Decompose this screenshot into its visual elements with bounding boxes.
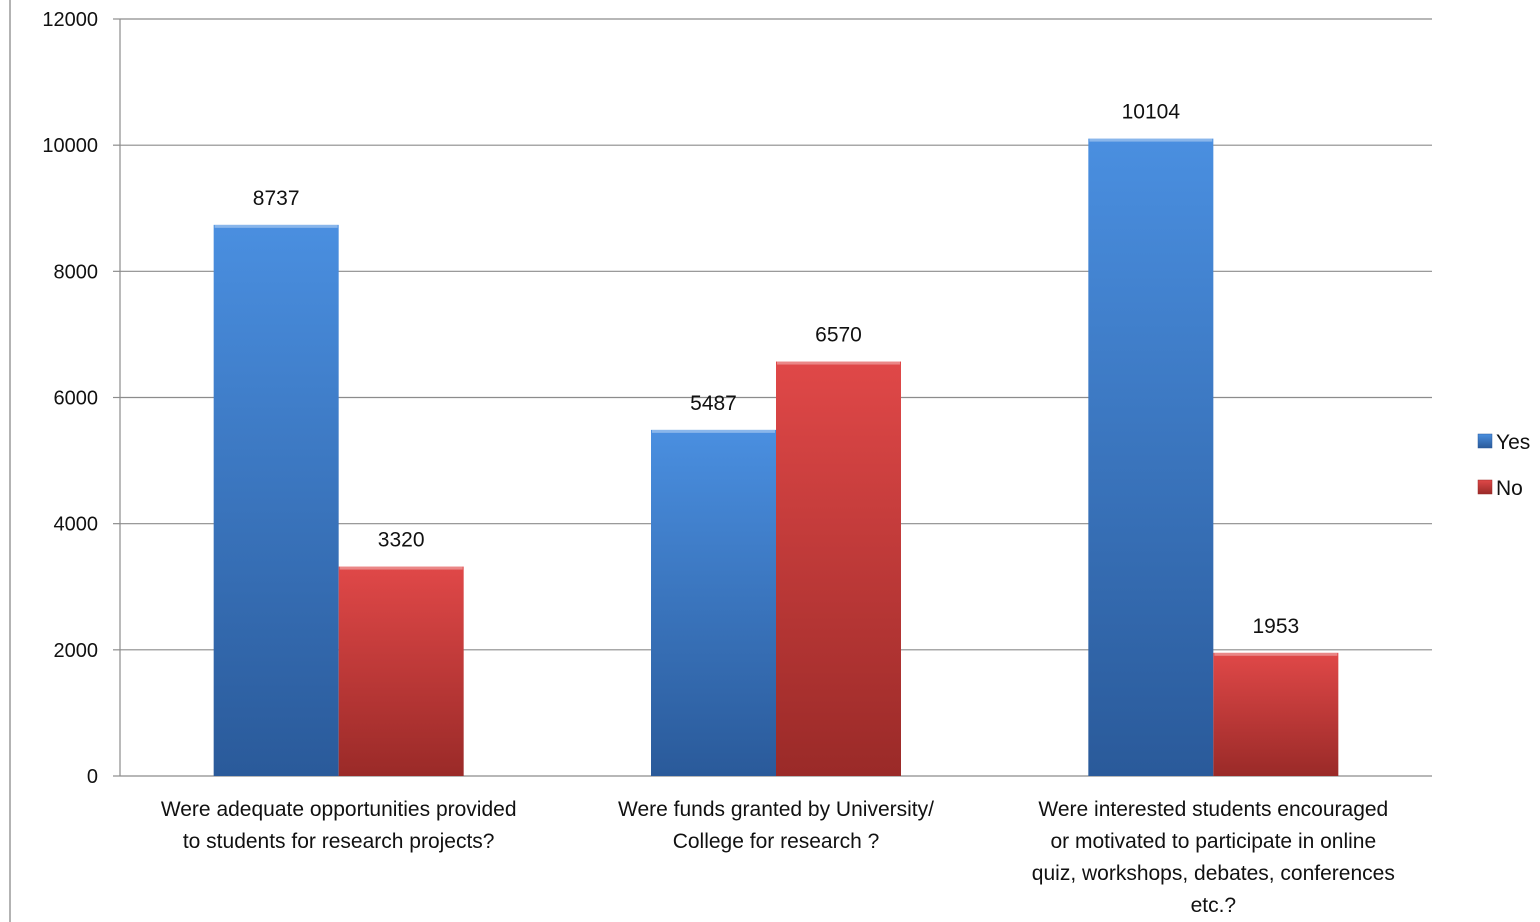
- category-label-2: Were interested students encouraged or mo…: [1032, 798, 1395, 917]
- data-label-yes-2: 10104: [1122, 101, 1181, 124]
- bar-highlight: [339, 566, 463, 570]
- legend-label-no: No: [1496, 477, 1523, 500]
- data-label-no-1: 6570: [815, 324, 862, 347]
- y-tick-label: 4000: [54, 514, 99, 536]
- category-label-line: etc.?: [1191, 894, 1237, 917]
- category-label-1: Were funds granted by University/College…: [618, 798, 934, 853]
- y-tick-label: 12000: [42, 9, 98, 31]
- category-label-line: Were funds granted by University/: [618, 798, 934, 821]
- y-tick-label: 8000: [54, 261, 99, 283]
- bar-highlight: [1089, 138, 1213, 142]
- category-label-line: College for research ?: [673, 830, 880, 853]
- bar-highlight: [777, 361, 900, 365]
- category-label-line: Were interested students encouraged: [1038, 798, 1388, 821]
- bar-highlight: [1214, 652, 1338, 656]
- y-tick-label: 6000: [54, 388, 99, 410]
- y-tick-label: 2000: [54, 640, 99, 662]
- data-label-yes-1: 5487: [690, 392, 737, 415]
- legend-swatch-no: [1477, 479, 1493, 495]
- category-label-line: or motivated to participate in online: [1050, 830, 1376, 853]
- y-tick-label: 10000: [42, 135, 98, 157]
- bars: [213, 138, 1339, 776]
- bar-yes-1: [651, 429, 776, 776]
- bar-highlight: [652, 429, 775, 433]
- bar-yes-0: [213, 224, 339, 776]
- legend-label-yes: Yes: [1496, 431, 1530, 454]
- data-labels: 8737 3320 5487 6570 10104 1953: [253, 101, 1299, 638]
- legend: Yes No: [1477, 431, 1530, 500]
- category-label-0: Were adequate opportunities provided to s…: [161, 798, 517, 853]
- category-labels: Were adequate opportunities provided to s…: [161, 798, 1395, 917]
- bar-no-2: [1213, 652, 1339, 776]
- category-label-line: Were adequate opportunities provided: [161, 798, 517, 821]
- category-label-line: quiz, workshops, debates, conferences: [1032, 862, 1395, 885]
- category-label-line: to students for research projects?: [183, 830, 495, 853]
- data-label-no-2: 1953: [1252, 615, 1299, 638]
- y-tick-label: 0: [87, 766, 98, 788]
- bar-no-0: [338, 566, 464, 776]
- bar-yes-2: [1088, 138, 1214, 776]
- bar-highlight: [214, 224, 338, 228]
- bar-no-1: [776, 361, 901, 776]
- legend-swatch-yes: [1477, 433, 1493, 449]
- data-label-yes-0: 8737: [253, 187, 300, 210]
- data-label-no-0: 3320: [378, 529, 425, 552]
- y-axis-ticks: 0 2000 4000 6000 8000 10000 12000: [42, 9, 98, 788]
